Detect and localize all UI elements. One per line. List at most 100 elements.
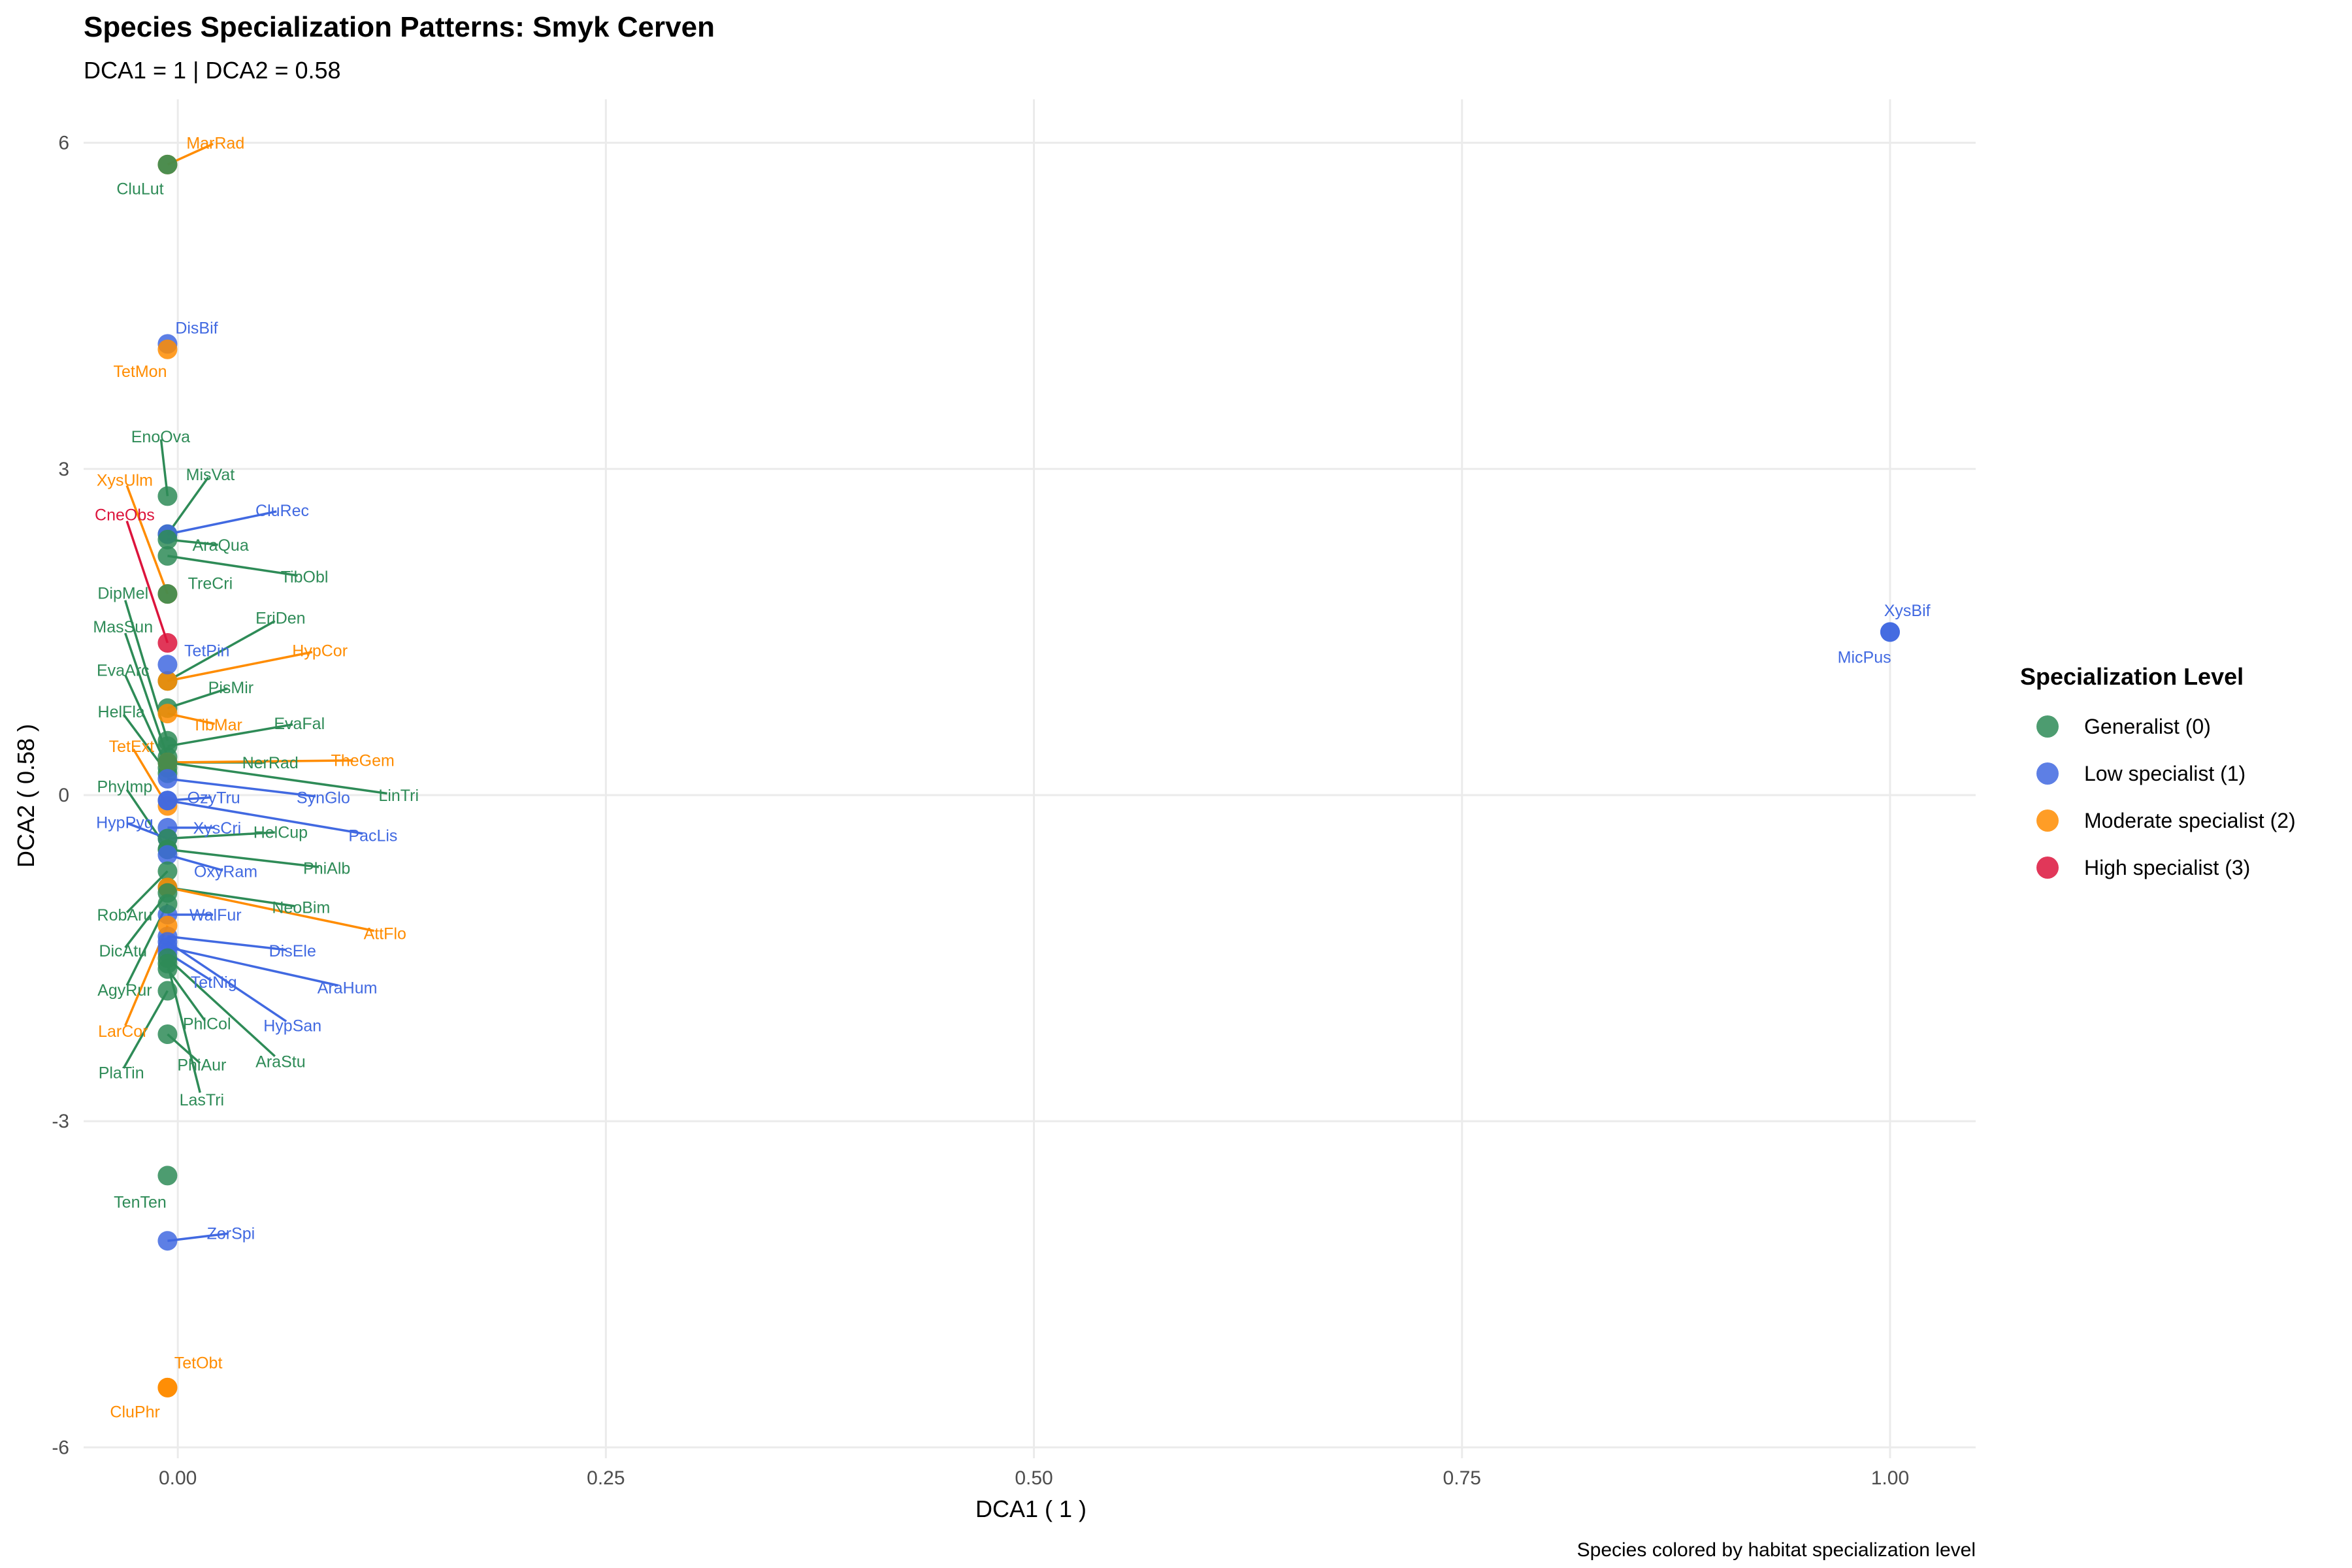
- x-tick-label: 0.75: [1443, 1467, 1481, 1489]
- point-hypcor: [157, 671, 178, 691]
- point-lintri: [157, 753, 178, 773]
- connector-hypsan: [167, 941, 287, 1022]
- label-tenten: TenTen: [114, 1193, 167, 1211]
- label-phyimp: PhyImp: [97, 778, 153, 796]
- label-xysulm: XysUlm: [97, 471, 153, 489]
- label-evaarc: EvaArc: [97, 662, 150, 680]
- connector-misvat: [166, 476, 210, 535]
- legend-key-0: [2036, 715, 2059, 738]
- point-platin: [157, 981, 178, 1001]
- y-tick-labels: -6 -3 0 3 6: [52, 133, 69, 1459]
- label-phiaur: PhiAur: [177, 1056, 226, 1075]
- label-misvat: MisVat: [186, 466, 235, 484]
- y-tick-label: -3: [52, 1111, 69, 1132]
- label-xyscri: XysCri: [193, 819, 242, 838]
- connector-cneobs: [125, 520, 169, 644]
- chart-subtitle: DCA1 = 1 | DCA2 = 0.58: [84, 57, 341, 84]
- point-evafal: [157, 736, 178, 757]
- connector-xysulm: [125, 485, 169, 595]
- connector-zorspi: [167, 1232, 228, 1242]
- chart-title: Species Specialization Patterns: Smyk Ce…: [84, 11, 715, 43]
- label-paclis: PacLis: [348, 827, 397, 845]
- connector-lintri: [167, 761, 387, 795]
- point-micpus: [1880, 622, 1900, 642]
- connector-clurec: [167, 510, 277, 536]
- point-araqua: [157, 529, 178, 549]
- grid: [84, 99, 1976, 1458]
- label-eriden: EriDen: [255, 610, 305, 628]
- label-arastu: AraStu: [255, 1053, 305, 1071]
- label-phialb: PhiAlb: [303, 859, 350, 877]
- point-paclis: [157, 791, 178, 811]
- point-hypsan: [157, 932, 178, 952]
- y-tick-label: 6: [58, 133, 69, 154]
- connector-disele: [167, 935, 287, 951]
- point-tibmar: [157, 704, 178, 724]
- point-oxyram: [157, 845, 178, 865]
- label-tetext: TetExt: [109, 738, 155, 756]
- x-tick-label: 0.50: [1015, 1467, 1053, 1489]
- label-massun: MasSun: [93, 618, 153, 636]
- x-axis-title: DCA1 ( 1 ): [975, 1495, 1086, 1522]
- point-phiaur: [157, 1024, 178, 1045]
- connector-platin: [122, 990, 169, 1069]
- label-thegem: TheGem: [331, 752, 395, 770]
- label-helfla: HelFla: [98, 703, 145, 721]
- point-clulut: [157, 154, 178, 174]
- legend-label-0: Generalist (0): [2084, 715, 2211, 738]
- label-tetobt: TetObt: [174, 1354, 223, 1373]
- point-cluphr: [157, 1377, 178, 1397]
- legend: Specialization Level Generalist (0) Low s…: [2020, 663, 2296, 879]
- chart-caption: Species colored by habitat specializatio…: [1577, 1539, 1976, 1561]
- point-synglo: [157, 769, 178, 789]
- point-lastri: [157, 953, 178, 973]
- label-enoova: EnoOva: [131, 428, 190, 446]
- connector-synglo: [167, 777, 316, 798]
- label-dicatu: DicAtu: [99, 942, 147, 960]
- connector-neobim: [167, 886, 295, 907]
- legend-key-2: [2036, 809, 2059, 832]
- label-arahum: AraHum: [318, 979, 378, 997]
- x-tick-labels: 0.00 0.25 0.50 0.75 1.00: [159, 1467, 1909, 1489]
- label-cneobs: CneObs: [95, 506, 155, 525]
- point-cneobs: [157, 633, 178, 653]
- connector-eriden: [167, 620, 276, 682]
- y-axis-title: DCA2 ( 0.58 ): [12, 724, 39, 868]
- label-lintri: LinTri: [378, 787, 419, 805]
- connector-phicol: [167, 968, 206, 1022]
- label-ozytru: OzyTru: [188, 789, 240, 807]
- point-tibobl: [157, 546, 178, 566]
- point-agyrur: [157, 894, 178, 914]
- label-tetnig: TetNig: [191, 973, 237, 992]
- connector-helcup: [167, 831, 275, 840]
- label-clulut: CluLut: [116, 180, 163, 198]
- legend-label-3: High specialist (3): [2084, 856, 2250, 879]
- label-evafal: EvaFal: [274, 715, 325, 733]
- label-tetpin: TetPin: [184, 642, 229, 661]
- label-tibobl: TibObl: [281, 568, 329, 586]
- label-disbif: DisBif: [175, 319, 218, 337]
- label-xysbif: XysBif: [1884, 602, 1931, 620]
- connector-tibobl: [167, 555, 298, 577]
- legend-key-1: [2036, 762, 2059, 785]
- label-attflo: AttFlo: [364, 924, 406, 943]
- point-trecri: [157, 584, 178, 604]
- label-tibmar: TibMar: [192, 716, 242, 734]
- label-pismir: PisMir: [208, 679, 253, 697]
- x-tick-label: 1.00: [1871, 1467, 1909, 1489]
- point-robaru: [157, 861, 178, 881]
- label-larcor: LarCor: [98, 1022, 148, 1041]
- label-dipmel: DipMel: [97, 584, 148, 602]
- label-micpus: MicPus: [1838, 649, 1891, 667]
- connector-phialb: [167, 848, 319, 868]
- label-robaru: RobAru: [97, 906, 153, 924]
- label-trecri: TreCri: [188, 574, 233, 593]
- connector-hypcor: [167, 651, 313, 682]
- label-hyppyg: HypPyg: [96, 814, 154, 832]
- x-tick-label: 0.00: [159, 1467, 197, 1489]
- label-marrad: MarRad: [186, 135, 244, 153]
- legend-label-1: Low specialist (1): [2084, 762, 2246, 785]
- label-connectors: [122, 142, 387, 1242]
- label-hypsan: HypSan: [263, 1017, 321, 1036]
- connector-thegem: [167, 759, 353, 764]
